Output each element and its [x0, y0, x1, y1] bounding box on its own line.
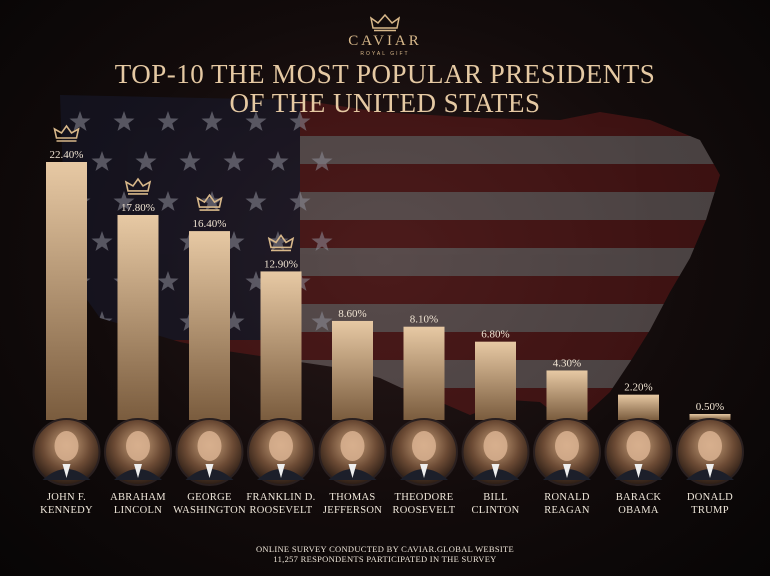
president-name-7-line-1: BILL: [483, 492, 508, 503]
value-label-8: 4.30%: [553, 357, 581, 369]
flag-star: [311, 231, 333, 251]
value-label-1: 22.40%: [50, 149, 84, 161]
flag-star: [223, 151, 245, 171]
portrait-9: [604, 418, 673, 486]
title-line-1: Top-10 the most popular presidents: [114, 59, 656, 89]
bar-3: [189, 231, 230, 420]
president-name-3-line-2: WASHINGTON: [173, 505, 246, 516]
flag-star: [311, 311, 333, 331]
footnote-line-1: Online survey conducted by Caviar.global…: [255, 544, 514, 554]
president-name-1-line-1: JOHN F.: [47, 492, 86, 503]
crown-icon: [196, 193, 223, 211]
flag-star: [201, 111, 223, 131]
president-name-3-line-1: GEORGE: [187, 492, 231, 503]
bar-8: [546, 370, 588, 420]
survey-footnote: Online survey conducted by Caviar.global…: [0, 544, 770, 564]
president-name-5-line-1: THOMAS: [329, 492, 375, 503]
president-name-1-line-2: KENNEDY: [40, 505, 93, 516]
portrait-8: [533, 418, 601, 486]
flag-star: [157, 111, 179, 131]
president-name-8-line-1: RONALD: [544, 492, 590, 503]
value-label-9: 2.20%: [624, 382, 652, 394]
flag-star: [245, 271, 267, 291]
title-line-2: of the United States: [229, 88, 541, 118]
flag-star: [201, 191, 223, 211]
president-name-7-line-2: CLINTON: [472, 505, 520, 516]
bar-2: [117, 214, 159, 420]
brand-name: CAVIAR: [348, 33, 422, 49]
portrait-10: [676, 418, 744, 486]
bar-5: [332, 320, 373, 420]
crown-icon: [267, 234, 295, 252]
bar-6: [403, 326, 445, 420]
president-name-6-line-2: ROOSEVELT: [393, 505, 456, 516]
bar-9: [618, 394, 659, 420]
flag-star: [311, 151, 333, 171]
president-name-2-line-2: LINCOLN: [114, 505, 162, 516]
president-name-9-line-1: BARACK: [616, 492, 662, 503]
value-label-5: 8.60%: [338, 308, 366, 320]
crown-icon: [370, 14, 400, 32]
flag-star: [135, 151, 157, 171]
value-label-4: 12.90%: [264, 258, 298, 270]
president-name-2-line-1: ABRAHAM: [110, 492, 166, 503]
value-label-3: 16.40%: [193, 218, 227, 230]
flag-star: [223, 311, 245, 331]
portrait-7: [461, 418, 530, 486]
flag-star: [113, 111, 135, 131]
value-label-10: 0.50%: [696, 401, 724, 413]
portrait-4: [247, 418, 315, 486]
value-label-6: 8.10%: [410, 314, 438, 326]
president-name-4-line-1: FRANKLIN D.: [246, 492, 315, 503]
president-name-8-line-2: REAGAN: [544, 505, 590, 516]
chart-title: Top-10 the most popular presidents of th…: [0, 60, 770, 118]
flag-star: [157, 271, 179, 291]
flag-star: [91, 231, 113, 251]
president-name-10-line-2: TRUMP: [691, 505, 729, 516]
bar-4: [260, 271, 302, 420]
president-name-5-line-2: JEFFERSON: [323, 505, 382, 516]
flag-star: [69, 111, 91, 131]
portrait-6: [390, 418, 458, 486]
portrait-3: [175, 418, 244, 486]
value-label-2: 17.80%: [121, 202, 155, 214]
flag-star: [289, 191, 311, 211]
bar-10: [689, 414, 731, 420]
crown-icon: [53, 124, 80, 142]
president-name-6-line-1: THEODORE: [395, 492, 454, 503]
brand-tagline: ROYAL GIFT: [360, 51, 410, 57]
president-name-9-line-2: OBAMA: [618, 505, 659, 516]
flag-star: [223, 231, 245, 251]
caviar-logo: CAVIAR ROYAL GIFT: [0, 14, 770, 57]
bar-1: [46, 162, 87, 420]
flag-star: [113, 191, 135, 211]
bar-7: [475, 341, 516, 420]
flag-star: [91, 151, 113, 171]
president-name-4-line-2: ROOSEVELT: [250, 505, 313, 516]
portrait-2: [104, 418, 172, 486]
portrait-1: [32, 418, 101, 486]
flag-star: [179, 151, 201, 171]
flag-star: [245, 191, 267, 211]
flag-star: [289, 111, 311, 131]
flag-star: [157, 191, 179, 211]
footnote-line-2: 11,257 respondents participated in the s…: [273, 554, 497, 564]
crown-icon: [124, 177, 152, 195]
value-label-7: 6.80%: [481, 329, 509, 341]
flag-star: [245, 111, 267, 131]
portrait-5: [318, 418, 387, 486]
flag-star: [267, 151, 289, 171]
president-name-10-line-1: DONALD: [687, 492, 733, 503]
